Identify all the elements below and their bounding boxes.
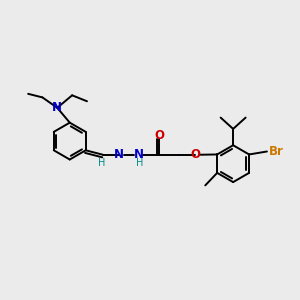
Text: H: H: [136, 158, 144, 168]
Text: N: N: [114, 148, 124, 161]
Text: H: H: [98, 158, 105, 168]
Text: Br: Br: [269, 145, 284, 158]
Text: O: O: [190, 148, 200, 161]
Text: N: N: [52, 101, 62, 114]
Text: N: N: [134, 148, 144, 161]
Text: O: O: [154, 129, 164, 142]
